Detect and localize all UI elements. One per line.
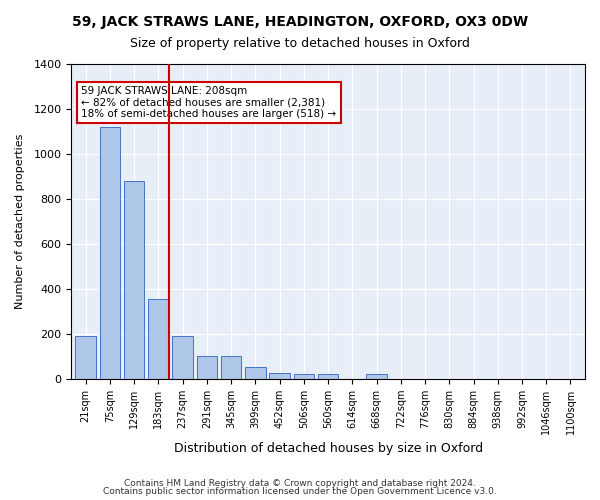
X-axis label: Distribution of detached houses by size in Oxford: Distribution of detached houses by size …	[173, 442, 482, 455]
Bar	[221, 356, 241, 378]
Text: Size of property relative to detached houses in Oxford: Size of property relative to detached ho…	[130, 38, 470, 51]
Bar	[318, 374, 338, 378]
Text: 59 JACK STRAWS LANE: 208sqm
← 82% of detached houses are smaller (2,381)
18% of : 59 JACK STRAWS LANE: 208sqm ← 82% of det…	[82, 86, 337, 119]
Y-axis label: Number of detached properties: Number of detached properties	[15, 134, 25, 309]
Bar	[269, 373, 290, 378]
Bar	[366, 374, 387, 378]
Bar	[245, 368, 266, 378]
Text: Contains HM Land Registry data © Crown copyright and database right 2024.: Contains HM Land Registry data © Crown c…	[124, 478, 476, 488]
Bar	[76, 336, 96, 378]
Bar	[148, 299, 169, 378]
Bar	[197, 356, 217, 378]
Bar	[100, 127, 120, 378]
Text: 59, JACK STRAWS LANE, HEADINGTON, OXFORD, OX3 0DW: 59, JACK STRAWS LANE, HEADINGTON, OXFORD…	[72, 15, 528, 29]
Bar	[172, 336, 193, 378]
Bar	[293, 374, 314, 378]
Bar	[124, 181, 145, 378]
Text: Contains public sector information licensed under the Open Government Licence v3: Contains public sector information licen…	[103, 487, 497, 496]
